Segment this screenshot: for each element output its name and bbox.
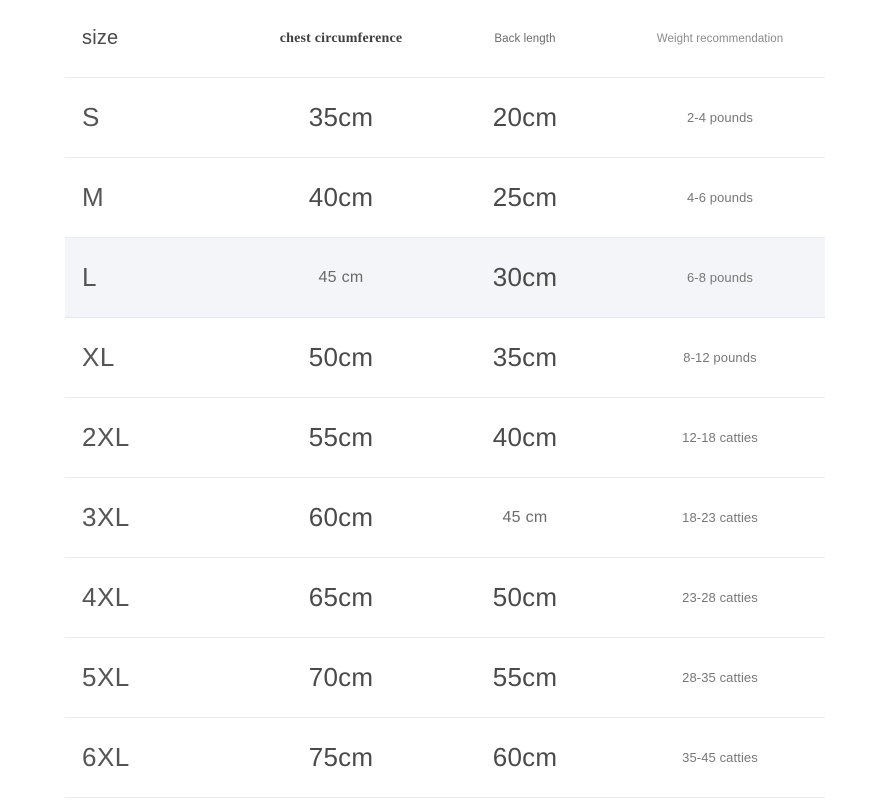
- cell-chest: 50cm: [308, 342, 374, 372]
- cell-back-length: 35cm: [492, 342, 558, 372]
- table-row[interactable]: 4XL 65cm 50cm 23-28 catties: [65, 558, 825, 638]
- table-body: S 35cm 20cm 2-4 pounds M 40cm 25cm 4-6 pounds L 4…: [65, 78, 825, 798]
- cell-chest: 65cm: [308, 582, 374, 612]
- column-header-back-length: Back length: [494, 32, 556, 45]
- cell-size: XL: [82, 342, 115, 372]
- cell-weight: 4-6 pounds: [686, 190, 754, 205]
- table-row[interactable]: 3XL 60cm 45 cm 18-23 catties: [65, 478, 825, 558]
- cell-weight: 6-8 pounds: [686, 270, 754, 285]
- cell-back-length: 20cm: [492, 102, 558, 132]
- cell-back-length: 25cm: [492, 182, 558, 212]
- cell-chest: 75cm: [308, 742, 374, 772]
- table-row[interactable]: XL 50cm 35cm 8-12 pounds: [65, 318, 825, 398]
- size-chart-table: size chest circumference Back length Wei…: [65, 0, 825, 798]
- cell-weight: 8-12 pounds: [683, 350, 757, 365]
- cell-weight: 12-18 catties: [682, 430, 758, 445]
- cell-weight: 28-35 catties: [682, 670, 758, 685]
- cell-back-length: 40cm: [492, 422, 558, 452]
- cell-back-length: 30cm: [492, 262, 558, 292]
- cell-back-length: 45 cm: [502, 508, 548, 526]
- cell-chest: 60cm: [308, 502, 374, 532]
- cell-chest: 45 cm: [318, 268, 364, 286]
- cell-size: 6XL: [82, 742, 130, 772]
- cell-weight: 23-28 catties: [682, 590, 758, 605]
- table-row[interactable]: S 35cm 20cm 2-4 pounds: [65, 78, 825, 158]
- cell-weight: 2-4 pounds: [686, 110, 754, 125]
- table-row[interactable]: M 40cm 25cm 4-6 pounds: [65, 158, 825, 238]
- cell-size: 2XL: [82, 422, 130, 452]
- cell-size: M: [82, 182, 105, 212]
- table-row[interactable]: 5XL 70cm 55cm 28-35 catties: [65, 638, 825, 718]
- cell-chest: 55cm: [308, 422, 374, 452]
- cell-size: 5XL: [82, 662, 130, 692]
- cell-size: L: [82, 262, 97, 292]
- table-header-row: size chest circumference Back length Wei…: [65, 0, 825, 78]
- cell-chest: 40cm: [308, 182, 374, 212]
- column-header-size: size: [82, 27, 119, 49]
- cell-chest: 70cm: [308, 662, 374, 692]
- cell-back-length: 55cm: [492, 662, 558, 692]
- cell-weight: 18-23 catties: [682, 510, 758, 525]
- cell-size: S: [82, 102, 100, 132]
- cell-size: 4XL: [82, 582, 130, 612]
- table-row[interactable]: 6XL 75cm 60cm 35-45 catties: [65, 718, 825, 798]
- column-header-weight-recommendation: Weight recommendation: [656, 32, 784, 45]
- cell-size: 3XL: [82, 502, 130, 532]
- cell-back-length: 60cm: [492, 742, 558, 772]
- table-row[interactable]: 2XL 55cm 40cm 12-18 catties: [65, 398, 825, 478]
- cell-weight: 35-45 catties: [682, 750, 758, 765]
- table-row[interactable]: L 45 cm 30cm 6-8 pounds: [65, 238, 825, 318]
- cell-back-length: 50cm: [492, 582, 558, 612]
- cell-chest: 35cm: [308, 102, 374, 132]
- column-header-chest-circumference: chest circumference: [279, 30, 403, 46]
